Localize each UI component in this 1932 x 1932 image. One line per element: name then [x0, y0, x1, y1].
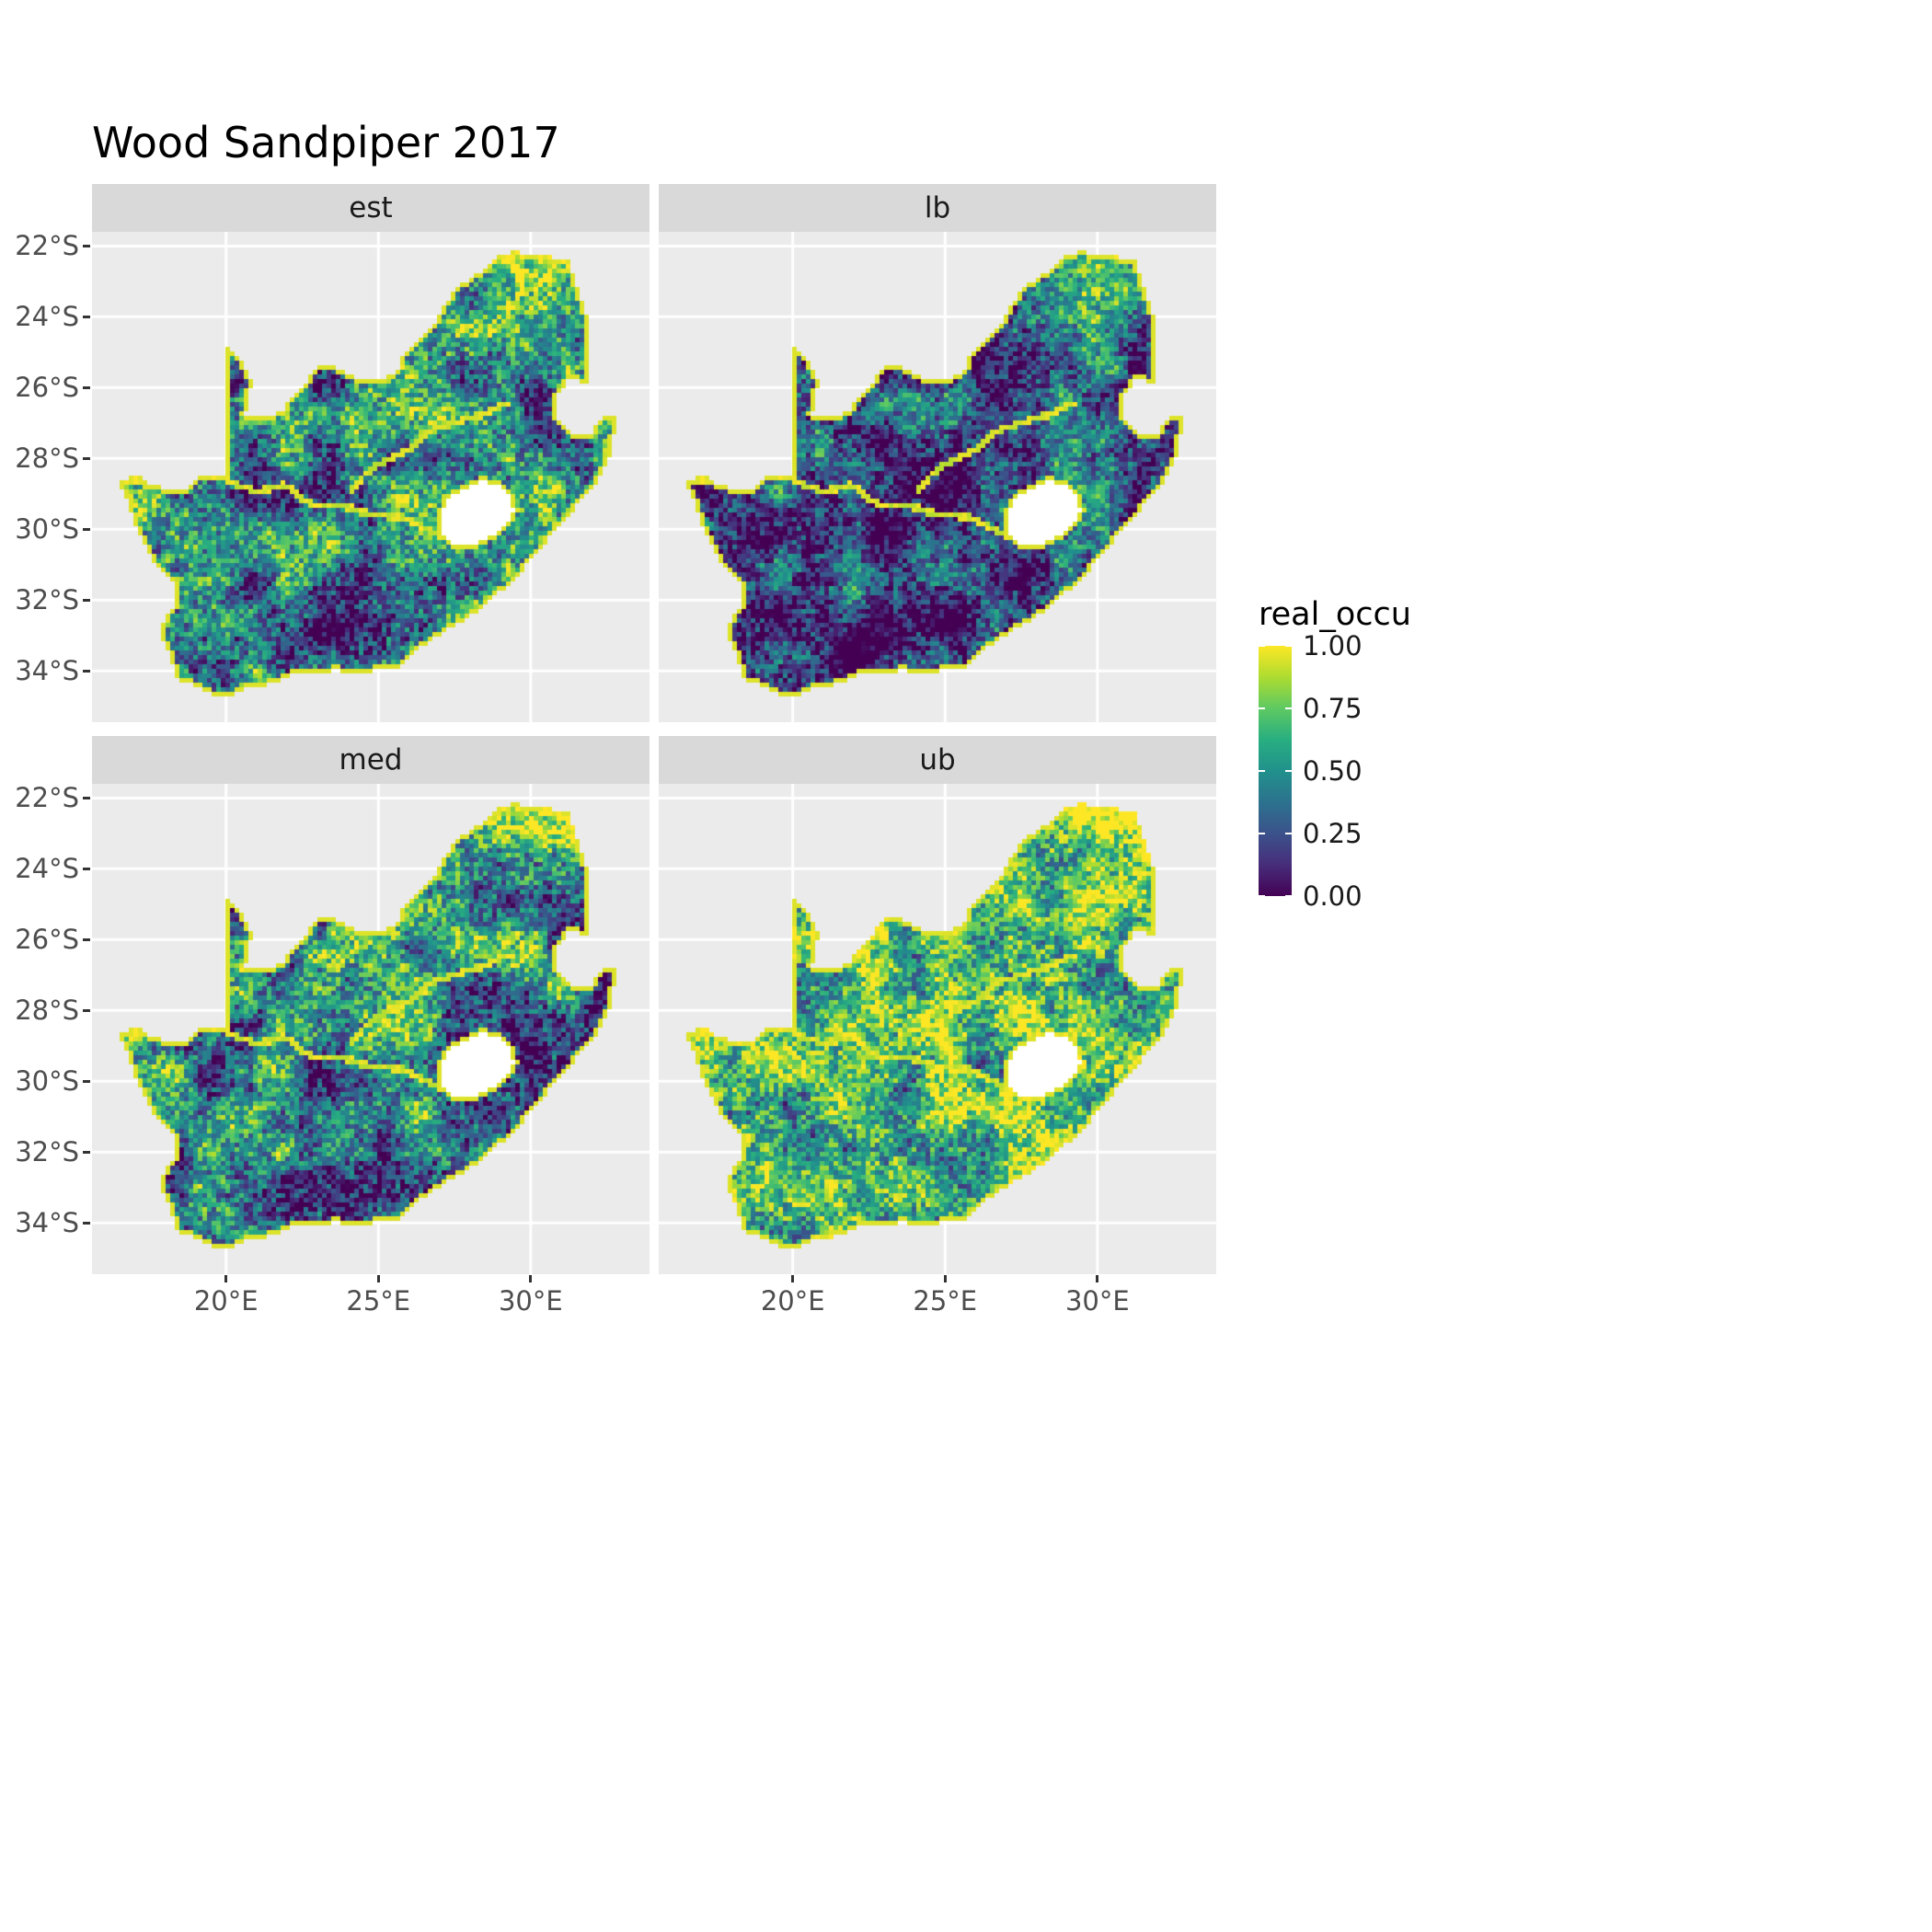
y-axis-tick-label: 28°S [15, 995, 79, 1027]
x-axis-tick-label: 30°E [1064, 1285, 1130, 1317]
y-axis-tick-label: 24°S [15, 301, 79, 333]
y-axis-tick-mark [83, 669, 90, 673]
y-axis-tick-label: 28°S [15, 443, 79, 475]
x-axis-tick-label: 20°E [760, 1285, 825, 1317]
y-axis-tick-label: 26°S [15, 924, 79, 956]
plot-title: Wood Sandpiper 2017 [92, 118, 560, 167]
map-est-canvas [92, 232, 650, 722]
facet-strip-lb: lb [659, 184, 1216, 232]
legend-tick-mark [1259, 707, 1265, 709]
y-axis-tick-mark [83, 1221, 90, 1225]
map-ub-canvas [659, 784, 1216, 1274]
legend-tick-mark [1285, 645, 1292, 647]
facet-panel-ub [659, 784, 1216, 1274]
x-axis-tick-label: 20°E [193, 1285, 259, 1317]
facet-panel-est [92, 232, 650, 722]
legend-tick-label: 0.75 [1303, 693, 1363, 724]
x-axis-tick-label: 30°E [498, 1285, 563, 1317]
legend-tick-label: 0.00 [1303, 880, 1363, 912]
y-axis-tick-label: 32°S [15, 584, 79, 616]
y-axis-tick-label: 30°S [15, 513, 79, 546]
facet-panel-lb [659, 232, 1216, 722]
facet-strip-label: lb [924, 191, 951, 224]
legend-tick-label: 1.00 [1303, 630, 1363, 661]
x-axis-tick-mark [224, 1275, 228, 1282]
y-axis-tick-label: 30°S [15, 1065, 79, 1098]
y-axis-tick-label: 24°S [15, 853, 79, 885]
y-axis-tick-mark [83, 1150, 90, 1154]
y-axis-tick-label: 22°S [15, 782, 79, 814]
x-axis-tick-mark [376, 1275, 380, 1282]
facet-strip-label: est [349, 191, 393, 224]
facet-strip-label: ub [919, 743, 956, 776]
y-axis-tick-mark [83, 1079, 90, 1083]
legend-tick-label: 0.25 [1303, 818, 1363, 849]
legend-tick-mark [1285, 770, 1292, 772]
x-axis-tick-mark [943, 1275, 947, 1282]
map-med-canvas [92, 784, 650, 1274]
legend-tick-mark [1285, 707, 1292, 709]
legend-tick-mark [1259, 770, 1265, 772]
y-axis-tick-mark [83, 598, 90, 602]
y-axis-tick-label: 32°S [15, 1136, 79, 1168]
x-axis-tick-mark [1096, 1275, 1099, 1282]
legend-title: real_occu [1259, 596, 1411, 633]
legend-tick-mark [1285, 895, 1292, 897]
facet-panel-med [92, 784, 650, 1274]
facet-strip-est: est [92, 184, 650, 232]
x-axis-tick-mark [791, 1275, 795, 1282]
x-axis-tick-label: 25°E [346, 1285, 411, 1317]
y-axis-tick-mark [83, 937, 90, 941]
y-axis-tick-label: 34°S [15, 1207, 79, 1239]
legend-tick-mark [1285, 833, 1292, 834]
y-axis-tick-mark [83, 244, 90, 247]
legend-tick-mark [1259, 833, 1265, 834]
y-axis-tick-mark [83, 456, 90, 460]
legend-tick-label: 0.50 [1303, 755, 1363, 787]
y-axis-tick-mark [83, 385, 90, 389]
y-axis-tick-mark [83, 315, 90, 318]
y-axis-tick-mark [83, 1008, 90, 1012]
y-axis-tick-mark [83, 867, 90, 870]
facet-strip-med: med [92, 736, 650, 784]
x-axis-tick-label: 25°E [913, 1285, 978, 1317]
facet-strip-ub: ub [659, 736, 1216, 784]
x-axis-tick-mark [529, 1275, 533, 1282]
y-axis-tick-label: 34°S [15, 655, 79, 687]
legend-tick-mark [1259, 645, 1265, 647]
legend-tick-mark [1259, 895, 1265, 897]
y-axis-tick-label: 26°S [15, 372, 79, 404]
map-lb-canvas [659, 232, 1216, 722]
y-axis-tick-label: 22°S [15, 230, 79, 262]
y-axis-tick-mark [83, 527, 90, 531]
facet-strip-label: med [339, 743, 403, 776]
y-axis-tick-mark [83, 796, 90, 799]
